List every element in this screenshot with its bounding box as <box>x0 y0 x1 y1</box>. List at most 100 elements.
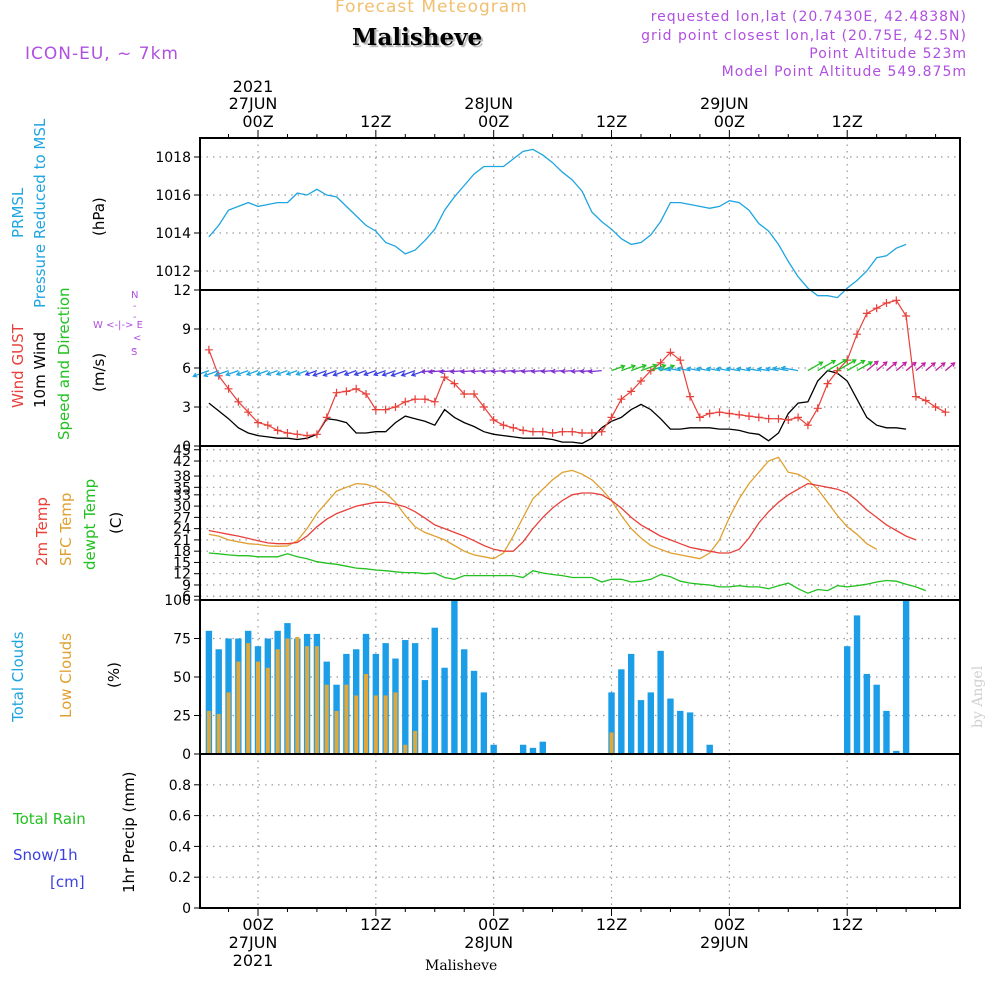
wind-arrow-head <box>867 361 874 366</box>
low-cloud-bar <box>265 667 270 754</box>
wind-arrow <box>305 369 318 376</box>
wind-arrow-head <box>560 368 566 374</box>
pressure-panel-frame <box>199 137 961 291</box>
wind-arrow <box>621 365 636 372</box>
wind-arrow <box>501 369 514 373</box>
gust-point <box>293 430 302 439</box>
wind-arrow <box>382 369 396 376</box>
total-cloud-bar <box>490 744 497 754</box>
wind-tick-label: 3 <box>182 400 191 416</box>
low-cloud-bar <box>285 638 290 754</box>
wind-arrow-head <box>579 368 585 374</box>
wind-arrow-head <box>214 371 220 377</box>
wind-arrow-head <box>235 371 241 377</box>
t2m-line <box>208 482 917 554</box>
wind-arrow <box>354 369 367 376</box>
pressure-tick-label: 1016 <box>155 188 191 204</box>
total-cloud-bar <box>844 646 851 754</box>
clouds-tick-label: 25 <box>173 709 191 725</box>
gust-point <box>234 397 243 406</box>
wind-arrow <box>421 369 435 373</box>
gust-point <box>381 405 390 414</box>
wind-arrow <box>296 369 308 376</box>
wind-arrow <box>226 369 239 376</box>
temp-tick-label: 9 <box>182 578 191 594</box>
gust-point <box>803 421 812 430</box>
wind-arrow <box>667 367 681 372</box>
wind-arrow <box>781 367 799 372</box>
wind-arrow <box>773 367 789 372</box>
low-cloud-bar <box>413 730 418 754</box>
wind-arrow-head <box>587 368 593 375</box>
snow-label: Snow/1h <box>13 846 78 864</box>
total-cloud-bar <box>431 627 438 754</box>
gust-point <box>204 345 213 354</box>
gust-point <box>273 426 282 435</box>
gust-point <box>715 408 724 417</box>
gust-point <box>440 373 449 382</box>
temp-tick-label: 24 <box>173 522 191 538</box>
gust-point <box>597 427 606 436</box>
wind-arrow-head <box>530 368 536 374</box>
snow-unit: [cm] <box>50 873 85 891</box>
wind-arrow-head <box>818 361 824 367</box>
wind-arrow-head <box>669 364 676 370</box>
gust-point <box>519 426 528 435</box>
gust-point <box>430 397 439 406</box>
gust-point <box>342 387 351 396</box>
gust-point <box>420 395 429 404</box>
wind-arrow-head <box>500 368 506 374</box>
temp-tick-label: 6 <box>182 589 191 605</box>
total-cloud-bar <box>215 649 222 754</box>
wind-arrow-head <box>470 368 476 375</box>
gust-point <box>401 397 410 406</box>
gust-point <box>371 405 380 414</box>
wind-arrow <box>611 365 625 372</box>
wind-arrow-head <box>756 366 762 372</box>
total-cloud-bar <box>667 698 674 754</box>
top-date-label: 27JUN <box>229 94 278 113</box>
wind-arrow-head <box>490 368 496 374</box>
wind-arrow-head <box>940 362 946 367</box>
wind-panel-frame <box>199 289 961 447</box>
wind-arrow-head <box>373 371 379 377</box>
total-cloud-bar <box>657 650 664 754</box>
wind-arrow-head <box>735 366 742 372</box>
wind-arrow <box>817 360 836 372</box>
wind-arrow <box>886 361 897 372</box>
wind-arrow-head <box>540 368 546 374</box>
low-cloud-bar <box>393 692 398 754</box>
wind-arrow-head <box>410 371 417 377</box>
wind-arrow-head <box>510 368 516 374</box>
wind-arrow-head <box>715 366 721 372</box>
wind-arrow-head <box>312 371 318 377</box>
wind-arrow-head <box>630 364 637 370</box>
low-cloud-bar <box>609 732 614 754</box>
gust-point <box>784 416 793 424</box>
low-cloud-bar <box>324 684 329 754</box>
gust-point <box>636 377 645 385</box>
wind-arrow-head <box>930 362 936 367</box>
wind-arrow <box>313 369 327 377</box>
wind-arrow-head <box>656 366 662 372</box>
wind-arrow <box>895 361 907 372</box>
wind-arrow-head <box>950 362 956 367</box>
model-altitude: Model Point Altitude 549.875m <box>721 64 967 80</box>
gust-point <box>312 430 321 439</box>
wind-arrow-head <box>322 371 328 377</box>
rain-label: Total Rain <box>13 810 86 828</box>
gust-point <box>411 395 420 404</box>
gust-point <box>548 429 557 437</box>
wind-arrow <box>204 369 219 377</box>
wind-arrow-head <box>911 361 917 367</box>
gust-point <box>892 296 901 305</box>
wind-arrow-head <box>332 371 338 377</box>
bottom-hour-label: 12Z <box>360 915 391 934</box>
wind-arrow <box>401 369 416 377</box>
wind-arrow <box>687 367 701 372</box>
wind-arrow <box>246 369 259 376</box>
wind-arrow <box>276 369 288 376</box>
wind-arrow <box>876 361 888 372</box>
wind-arrow <box>364 369 377 376</box>
wind-tick-label: 6 <box>182 361 191 377</box>
